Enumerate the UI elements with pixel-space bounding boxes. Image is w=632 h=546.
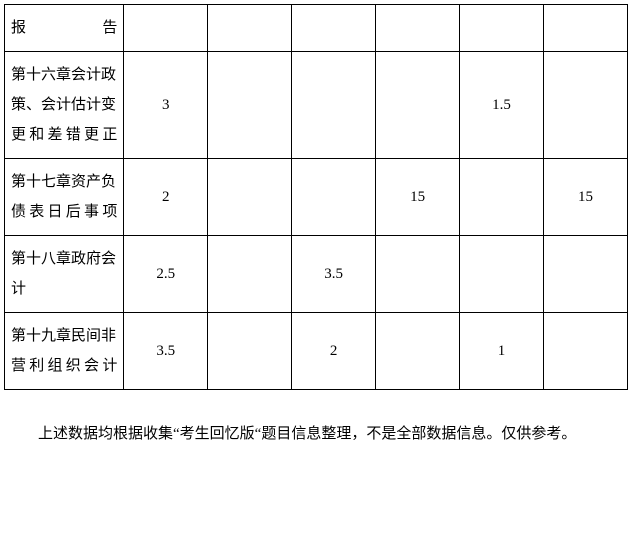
table-row: 第十九章民间非营利组织会计 3.5 2 1 — [5, 313, 628, 390]
table-cell — [208, 236, 292, 313]
table-cell: 3 — [124, 52, 208, 159]
table-body: 报告 第十六章会计政策、会计估计变更和差错更正 3 1.5 第十七章资产负债表日… — [5, 5, 628, 390]
table-cell: 2 — [124, 159, 208, 236]
table-cell: 2 — [292, 313, 376, 390]
table-cell: 3.5 — [292, 236, 376, 313]
table-row: 第十八章政府会计 2.5 3.5 — [5, 236, 628, 313]
table-cell — [376, 5, 460, 52]
row-label: 第十九章民间非营利组织会计 — [5, 313, 124, 390]
table-row: 报告 — [5, 5, 628, 52]
table-cell — [460, 159, 544, 236]
table-cell — [292, 159, 376, 236]
table-cell: 15 — [544, 159, 628, 236]
table-cell: 2.5 — [124, 236, 208, 313]
table-cell — [208, 159, 292, 236]
table-cell — [124, 5, 208, 52]
table-row: 第十七章资产负债表日后事项 2 15 15 — [5, 159, 628, 236]
table-cell — [544, 236, 628, 313]
footnote-text: 上述数据均根据收集“考生回忆版“题目信息整理，不是全部数据信息。仅供参考。 — [4, 418, 628, 451]
table-cell — [376, 52, 460, 159]
table-cell — [544, 52, 628, 159]
row-label: 第十七章资产负债表日后事项 — [5, 159, 124, 236]
row-label: 报告 — [5, 5, 124, 52]
table-cell: 1.5 — [460, 52, 544, 159]
table-cell — [544, 313, 628, 390]
row-label: 第十八章政府会计 — [5, 236, 124, 313]
table-cell — [460, 236, 544, 313]
data-table: 报告 第十六章会计政策、会计估计变更和差错更正 3 1.5 第十七章资产负债表日… — [4, 4, 628, 390]
table-cell — [292, 5, 376, 52]
table-cell — [376, 313, 460, 390]
table-cell — [208, 313, 292, 390]
table-row: 第十六章会计政策、会计估计变更和差错更正 3 1.5 — [5, 52, 628, 159]
table-cell: 15 — [376, 159, 460, 236]
table-cell — [460, 5, 544, 52]
table-cell — [208, 5, 292, 52]
table-cell — [208, 52, 292, 159]
table-cell — [292, 52, 376, 159]
row-label: 第十六章会计政策、会计估计变更和差错更正 — [5, 52, 124, 159]
table-cell — [544, 5, 628, 52]
table-cell: 1 — [460, 313, 544, 390]
table-cell: 3.5 — [124, 313, 208, 390]
table-cell — [376, 236, 460, 313]
